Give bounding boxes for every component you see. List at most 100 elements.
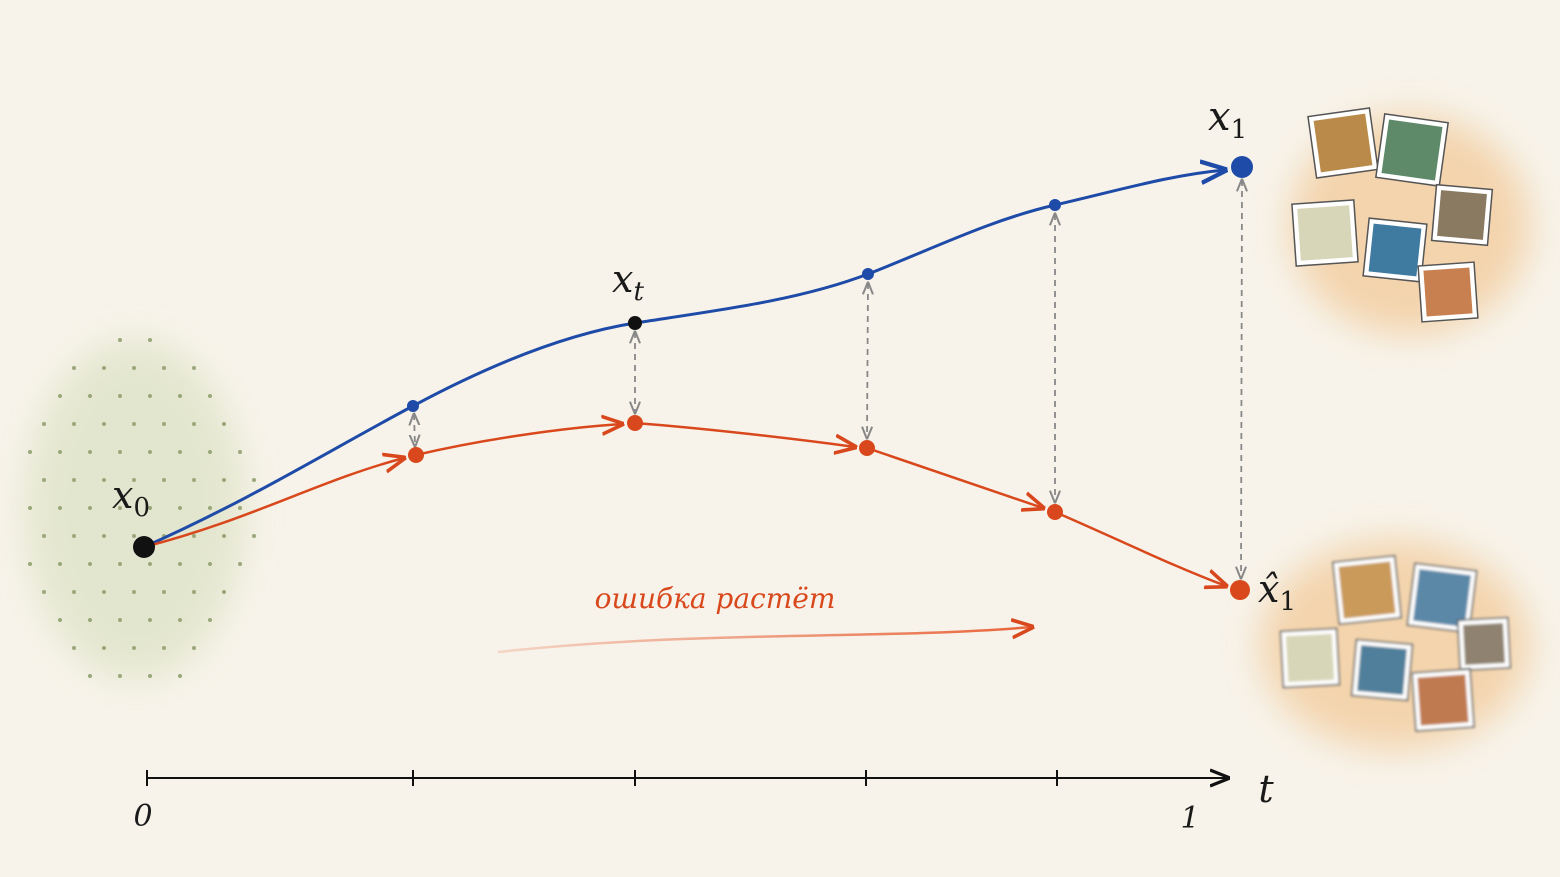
noise-dot — [162, 422, 166, 426]
noise-dot — [148, 506, 152, 510]
noise-dot — [208, 394, 212, 398]
noise-dot — [102, 646, 106, 650]
noise-dot — [88, 674, 92, 678]
noise-dot — [88, 450, 92, 454]
noise-dot — [132, 478, 136, 482]
noise-dot — [58, 394, 62, 398]
noise-dot — [208, 450, 212, 454]
photo — [1362, 217, 1428, 283]
annotation-arrow — [497, 627, 1032, 654]
noise-dot — [178, 450, 182, 454]
noise-dot — [88, 618, 92, 622]
noise-dot — [222, 534, 226, 538]
noise-dot — [162, 366, 166, 370]
noise-dot — [88, 506, 92, 510]
noise-dot — [102, 422, 106, 426]
noise-dot — [58, 450, 62, 454]
annotation: ошибка растёт — [595, 582, 836, 615]
noise-dot — [58, 506, 62, 510]
axis-end-label: 1 — [1180, 801, 1199, 836]
noise-dot — [162, 590, 166, 594]
points — [133, 156, 1253, 600]
noise-dot — [72, 534, 76, 538]
noise-dot — [72, 478, 76, 482]
noise-dot — [192, 422, 196, 426]
noise-dot — [222, 422, 226, 426]
photo — [1279, 627, 1341, 689]
label-x1: x1 — [1208, 94, 1247, 145]
noise-dot — [72, 646, 76, 650]
noise-dot — [132, 534, 136, 538]
noise-dot — [132, 366, 136, 370]
photo — [1411, 668, 1475, 732]
noise-dot — [192, 478, 196, 482]
noise-dot — [208, 506, 212, 510]
photo — [1350, 638, 1414, 702]
label-x1-hat: x̂1 — [1258, 567, 1296, 617]
noise-dot — [118, 618, 122, 622]
noise-dot — [118, 674, 122, 678]
noise-dot — [88, 562, 92, 566]
noise-dot — [132, 422, 136, 426]
photo — [1430, 183, 1494, 247]
noise-dot — [252, 534, 256, 538]
noise-dot — [178, 618, 182, 622]
noise-dot — [148, 394, 152, 398]
noise-dot — [148, 562, 152, 566]
noise-dot — [28, 506, 32, 510]
predicted-trajectory — [143, 423, 1226, 586]
noise-dot — [28, 562, 32, 566]
noise-dot — [252, 478, 256, 482]
noise-dot — [162, 478, 166, 482]
noise-dot — [28, 450, 32, 454]
photo — [1406, 562, 1478, 634]
noise-dot — [132, 590, 136, 594]
noise-dot — [148, 674, 152, 678]
label-x0: x0 — [112, 473, 150, 523]
noise-dot — [192, 590, 196, 594]
photo — [1291, 199, 1359, 267]
noise-cloud — [25, 340, 245, 680]
noise-dot — [88, 394, 92, 398]
noise-dot — [58, 562, 62, 566]
noise-dot — [58, 618, 62, 622]
axis-start-label: 0 — [133, 799, 152, 834]
noise-dot — [102, 534, 106, 538]
noise-dot — [238, 506, 242, 510]
noise-dot — [102, 478, 106, 482]
noise-dot — [192, 534, 196, 538]
noise-dot — [72, 366, 76, 370]
photos — [1279, 107, 1512, 732]
noise-dot — [162, 646, 166, 650]
noise-dot — [148, 618, 152, 622]
noise-dot — [208, 618, 212, 622]
noise-dot — [118, 506, 122, 510]
time-axis — [146, 770, 1228, 786]
noise-dot — [178, 674, 182, 678]
noise-dot — [42, 534, 46, 538]
noise-dot — [102, 366, 106, 370]
noise-dot — [42, 590, 46, 594]
noise-dot — [72, 422, 76, 426]
label-xt: xt — [612, 257, 644, 307]
noise-dot — [42, 422, 46, 426]
noise-dot — [222, 478, 226, 482]
photo — [1375, 113, 1449, 187]
photo — [1456, 616, 1512, 672]
noise-dot — [178, 562, 182, 566]
noise-dot — [102, 590, 106, 594]
noise-dot — [118, 562, 122, 566]
noise-dot — [148, 338, 152, 342]
noise-dot — [132, 646, 136, 650]
noise-dot — [42, 478, 46, 482]
noise-dot — [118, 450, 122, 454]
noise-dot — [178, 506, 182, 510]
noise-dot — [222, 590, 226, 594]
noise-dot — [72, 590, 76, 594]
photo — [1417, 261, 1479, 323]
noise-dot — [238, 450, 242, 454]
error-links — [414, 180, 1242, 578]
noise-dot — [192, 646, 196, 650]
noise-dot — [148, 450, 152, 454]
